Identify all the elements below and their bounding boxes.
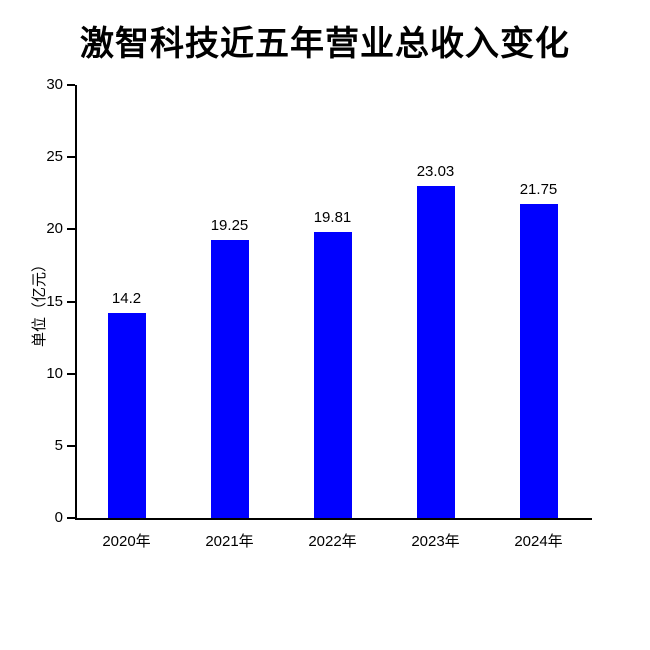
x-axis-tick-label: 2020年 [102, 533, 151, 550]
x-axis-tick-label: 2023年 [411, 533, 460, 550]
bar-value-label: 19.25 [210, 217, 249, 235]
x-axis-tick-label: 2022年 [308, 533, 357, 550]
y-tick-mark [67, 517, 75, 519]
bar-value-label: 21.75 [519, 181, 558, 199]
y-tick-mark [67, 156, 75, 159]
plot-area [75, 85, 592, 520]
bar [519, 204, 558, 518]
bar-value-label: 14.2 [111, 290, 142, 308]
y-tick-label: 10 [46, 364, 63, 382]
bar [210, 240, 249, 518]
x-axis-tick-label: 2024年 [514, 533, 563, 550]
bar-value-label: 23.03 [416, 162, 455, 180]
bar [107, 313, 146, 518]
x-axis-tick-label: 2021年 [205, 533, 254, 550]
y-tick-mark [67, 372, 75, 375]
y-tick-label: 15 [46, 292, 63, 310]
y-tick-label: 25 [46, 148, 63, 166]
bar [416, 185, 455, 518]
y-tick-mark [67, 444, 75, 447]
y-tick-label: 30 [46, 76, 63, 93]
chart-title: 激智科技近五年营业总收入变化 [80, 25, 570, 63]
y-tick-label: 0 [54, 509, 63, 526]
y-tick-label: 5 [54, 436, 63, 454]
y-tick-mark [67, 84, 75, 86]
y-tick-mark [67, 300, 75, 303]
y-tick-mark [67, 228, 75, 231]
bar [313, 232, 352, 518]
y-tick-label: 20 [46, 220, 63, 238]
bar-value-label: 19.81 [313, 209, 352, 227]
